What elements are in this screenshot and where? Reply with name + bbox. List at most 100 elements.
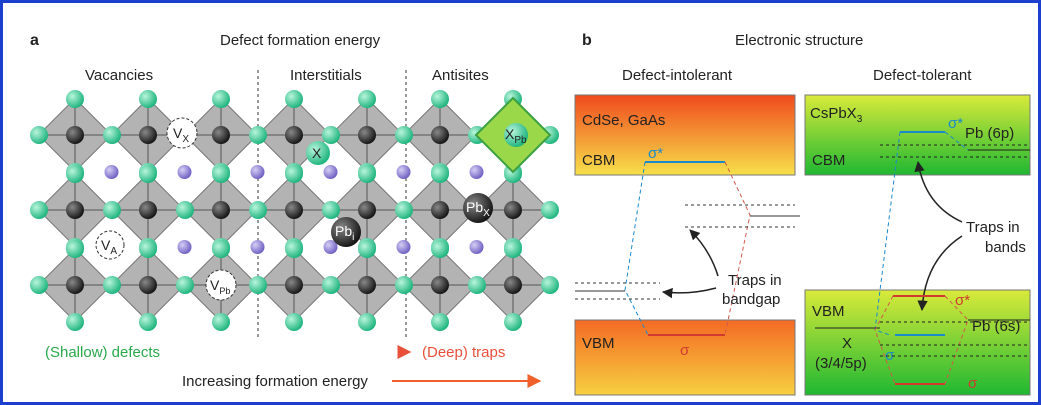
- b-site-atom: [504, 201, 522, 219]
- orbital-label: Pb (6p): [965, 125, 1014, 142]
- x-atom: [30, 126, 48, 144]
- orbital-label: σ: [968, 375, 978, 392]
- x-atom: [322, 201, 340, 219]
- deep-label: (Deep) traps: [422, 344, 505, 361]
- correlation-line: [944, 295, 969, 385]
- x-atom: [395, 126, 413, 144]
- section-label: Vacancies: [85, 67, 153, 84]
- a-site-atom: [250, 240, 265, 254]
- defect-label: VA: [101, 237, 117, 257]
- x-atom: [322, 276, 340, 294]
- x-atom: [139, 313, 157, 331]
- defect-label: VX: [173, 125, 189, 145]
- orbital-label: Pb (6s): [972, 318, 1020, 335]
- label-part: Pb: [514, 135, 527, 146]
- x-atom: [504, 240, 522, 258]
- b-site-atom: [139, 201, 157, 219]
- material-label: CsPbX3: [810, 105, 863, 125]
- x-atom: [176, 201, 194, 219]
- label-part: 3: [857, 114, 863, 125]
- b-site-atom: [431, 201, 449, 219]
- lattice: [30, 90, 559, 331]
- band-label: CBM: [812, 152, 845, 169]
- correlation-line: [944, 131, 969, 151]
- arrow: [914, 160, 963, 223]
- x-atom: [176, 276, 194, 294]
- x-atom: [212, 90, 230, 108]
- label-part: i: [352, 232, 354, 243]
- vacancy: [166, 117, 198, 149]
- x-atom: [358, 240, 376, 258]
- a-site-atom: [250, 165, 265, 179]
- vacancy: [205, 269, 237, 301]
- interstitial-atom: [331, 217, 361, 247]
- x-atom: [541, 276, 559, 294]
- label-part: Pb: [219, 286, 230, 296]
- x-atom: [322, 126, 340, 144]
- panel-letter: a: [30, 32, 39, 49]
- column-heading: Defect-intolerant: [622, 67, 733, 84]
- orbital-label: (3/4/5p): [815, 355, 867, 372]
- x-atom: [395, 276, 413, 294]
- label-part: V: [210, 277, 220, 293]
- x-atom: [285, 313, 303, 331]
- x-atom: [285, 240, 303, 258]
- band-label: VBM: [582, 335, 615, 352]
- x-atom: [30, 276, 48, 294]
- column-heading: Defect-tolerant: [873, 67, 972, 84]
- defect-label: X: [312, 145, 322, 161]
- orbital-label: σ: [680, 342, 690, 359]
- x-atom: [139, 165, 157, 183]
- b-site-atom: [285, 126, 303, 144]
- a-site-atom: [177, 165, 192, 179]
- b-site-atom: [358, 126, 376, 144]
- interstitial-atom: [306, 141, 330, 165]
- label-part: CsPbX: [810, 105, 857, 122]
- a-site-atom: [177, 240, 192, 254]
- b-site-atom: [212, 201, 230, 219]
- section-label: Antisites: [432, 67, 489, 84]
- a-site-atom: [396, 165, 411, 179]
- x-atom: [66, 313, 84, 331]
- a-site-atom: [469, 165, 484, 179]
- orbital-label: σ*: [648, 145, 663, 162]
- x-atom: [139, 90, 157, 108]
- x-atom: [504, 313, 522, 331]
- label-part: V: [173, 125, 183, 141]
- x-atom: [358, 313, 376, 331]
- x-atom: [30, 201, 48, 219]
- arrow: [917, 235, 963, 312]
- b-site-atom: [285, 201, 303, 219]
- panel-letter: b: [582, 32, 592, 49]
- orbital-label: σ*: [948, 115, 963, 132]
- label-part: X: [483, 208, 490, 219]
- label-part: A: [110, 246, 117, 257]
- annotation: bands: [985, 239, 1026, 256]
- trap-levels: [575, 204, 800, 300]
- orbital-label: σ*: [955, 292, 970, 309]
- b-site-atom: [139, 276, 157, 294]
- x-atom: [358, 165, 376, 183]
- annotation: Traps in: [728, 272, 782, 289]
- correlation-line: [624, 161, 649, 336]
- a-site-atom: [323, 165, 338, 179]
- x-atom: [285, 165, 303, 183]
- x-atom: [139, 240, 157, 258]
- x-atom: [431, 90, 449, 108]
- shallow-label: (Shallow) defects: [45, 344, 160, 361]
- vacancy: [95, 230, 125, 260]
- orbital-label: X: [842, 335, 852, 352]
- label-part: X: [505, 126, 515, 142]
- correlation-line: [874, 295, 896, 385]
- x-atom: [468, 276, 486, 294]
- x-atom: [212, 165, 230, 183]
- a-site-atom: [323, 240, 338, 254]
- band-label: CBM: [582, 152, 615, 169]
- x-atom: [103, 276, 121, 294]
- b-site-atom: [504, 276, 522, 294]
- label-part: V: [101, 237, 111, 253]
- defect-label: Pbi: [335, 223, 354, 243]
- section-label: Interstitials: [290, 67, 362, 84]
- annotation: Traps in: [966, 219, 1020, 236]
